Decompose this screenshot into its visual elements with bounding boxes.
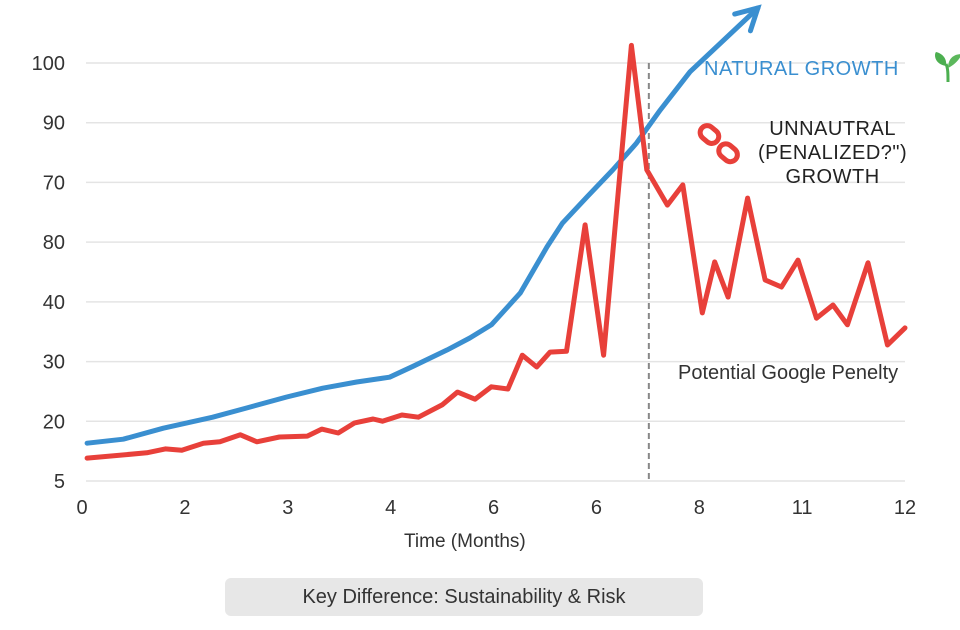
x-axis-ticks: 0 2 3 4 6 6 8 11 12 bbox=[76, 497, 916, 519]
x-axis-label: Time (Months) bbox=[404, 531, 526, 552]
x-tick-label: 12 bbox=[894, 497, 916, 519]
y-tick-label: 30 bbox=[43, 352, 65, 374]
unnatural-line-2: (PENALIZED?") bbox=[758, 142, 908, 164]
unnatural-growth-label: UNNAUTRAL (PENALIZED?") GROWTH bbox=[758, 117, 907, 189]
y-tick-label: 70 bbox=[43, 172, 65, 194]
series-lines bbox=[84, 4, 908, 461]
x-tick-label: 6 bbox=[591, 497, 602, 519]
y-tick-label: 80 bbox=[43, 232, 65, 254]
y-tick-label: 20 bbox=[43, 411, 65, 433]
unnatural-line-3: GROWTH bbox=[785, 166, 880, 188]
arrow-head-icon bbox=[732, 4, 762, 34]
y-tick-label: 40 bbox=[43, 292, 65, 314]
x-tick-label: 2 bbox=[179, 497, 190, 519]
y-tick-label: 100 bbox=[32, 53, 65, 75]
y-tick-label: 90 bbox=[43, 113, 65, 135]
grid-lines bbox=[86, 62, 905, 482]
y-axis-ticks: 5 20 30 40 80 70 90 100 bbox=[32, 53, 65, 493]
natural-growth-label: NATURAL GROWTH bbox=[704, 58, 899, 80]
x-tick-label: 0 bbox=[76, 497, 87, 519]
series-line-1 bbox=[84, 42, 908, 461]
x-tick-label: 3 bbox=[282, 497, 293, 519]
broken-chain-link-icon bbox=[697, 123, 740, 165]
penalty-annotation: Potential Google Penelty bbox=[678, 362, 899, 384]
x-tick-label: 11 bbox=[792, 497, 813, 519]
caption-box: Key Difference: Sustainability & Risk bbox=[225, 578, 703, 616]
x-tick-label: 8 bbox=[694, 497, 705, 519]
unnatural-line-1: UNNAUTRAL bbox=[769, 118, 896, 140]
x-tick-label: 6 bbox=[488, 497, 499, 519]
leaf-sprout-icon bbox=[935, 52, 960, 83]
x-tick-label: 4 bbox=[385, 497, 396, 519]
y-tick-label: 5 bbox=[54, 471, 65, 493]
series-line-0 bbox=[84, 5, 761, 446]
